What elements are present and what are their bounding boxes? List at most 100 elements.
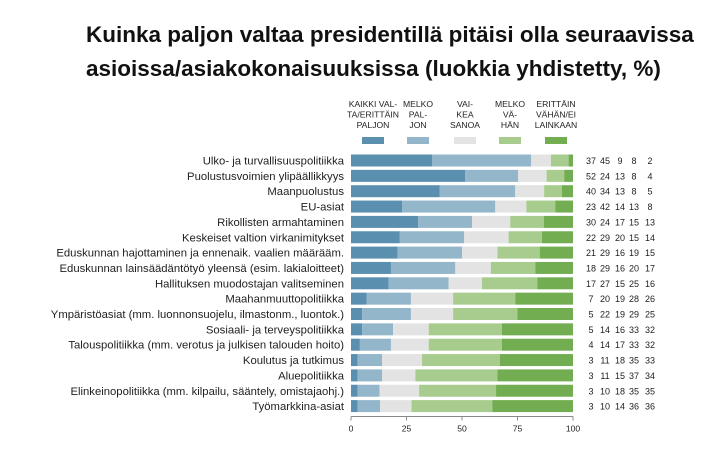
value-label-11-5: 25 [645, 310, 655, 320]
value-label-13-3: 17 [615, 340, 625, 350]
value-label-11-2: 22 [600, 310, 610, 320]
value-label-17-1: 3 [588, 402, 593, 412]
legend-label-1-line-2: TA/ERITTÄIN [347, 110, 399, 120]
bar-segment-2-5 [564, 169, 573, 182]
bar-segment-10-2 [366, 292, 411, 305]
value-label-8-5: 17 [645, 263, 655, 273]
bar-segment-5-1 [351, 215, 419, 228]
bar-segment-16-1 [351, 384, 358, 397]
legend-label-2-line-2: PAL- [409, 110, 428, 120]
bar-segment-11-2 [362, 308, 411, 320]
value-label-15-5: 34 [645, 371, 655, 381]
bar-segment-3-1 [351, 185, 440, 198]
category-label-6: Keskeiset valtion virkanimitykset [182, 232, 345, 244]
value-label-14-4: 35 [629, 356, 639, 366]
value-label-8-3: 16 [615, 263, 625, 273]
value-label-1-4: 8 [631, 156, 636, 166]
bar-segment-11-1 [351, 308, 363, 320]
value-label-13-5: 32 [645, 340, 655, 350]
category-label-5: Rikollisten armahtaminen [217, 217, 344, 229]
bar-segment-15-1 [351, 369, 358, 382]
value-label-3-1: 40 [586, 187, 596, 197]
value-label-13-1: 4 [588, 340, 593, 350]
legend-label-5-line-3: LAINKAAN [535, 120, 578, 130]
category-label-4: EU-asiat [301, 202, 345, 214]
value-label-17-2: 10 [600, 402, 610, 412]
value-label-16-5: 35 [645, 386, 655, 396]
value-label-11-1: 5 [588, 310, 593, 320]
bar-segment-7-3 [462, 246, 498, 259]
bar-segment-17-5 [492, 400, 573, 413]
value-label-8-2: 29 [600, 263, 610, 273]
legend-swatch-3 [454, 137, 476, 144]
bar-segment-6-4 [508, 231, 542, 244]
bar-segment-3-4 [544, 185, 562, 198]
bar-segment-15-2 [357, 369, 383, 382]
bar-segment-17-2 [357, 400, 381, 413]
bar-segment-14-5 [499, 354, 573, 367]
value-label-4-1: 23 [586, 202, 596, 212]
bar-segment-7-5 [539, 246, 573, 259]
category-label-13: Talouspolitiikka (mm. verotus ja julkise… [68, 340, 344, 352]
legend-label-2-line-1: MELKO [403, 99, 433, 109]
chart-title: Kuinka paljon valtaa presidentillä pitäi… [86, 18, 706, 86]
value-label-17-4: 36 [629, 402, 639, 412]
value-label-7-5: 15 [645, 248, 655, 258]
legend-swatch-5 [545, 137, 567, 144]
bar-segment-7-1 [351, 246, 398, 259]
value-label-16-2: 10 [600, 386, 610, 396]
value-label-7-2: 29 [600, 248, 610, 258]
category-label-15: Aluepolitiikka [278, 370, 345, 382]
bar-segment-10-3 [410, 292, 454, 305]
value-label-2-1: 52 [586, 171, 596, 181]
bar-segment-1-5 [568, 154, 573, 167]
value-label-7-3: 16 [615, 248, 625, 258]
legend-label-4-line-2: VÄ- [503, 110, 517, 120]
bar-segment-3-2 [439, 185, 516, 198]
bar-segment-17-3 [380, 400, 412, 413]
value-label-10-2: 20 [600, 294, 610, 304]
bar-segment-5-5 [543, 215, 573, 228]
legend-swatch-4 [499, 137, 521, 144]
bar-segment-8-3 [455, 261, 491, 274]
value-label-14-3: 18 [615, 356, 625, 366]
bar-segment-1-4 [551, 154, 569, 167]
bar-segment-14-2 [357, 354, 383, 367]
category-label-11: Ympäristöasiat (mm. luonnonsuojelu, ilma… [51, 309, 344, 321]
bar-segment-3-5 [561, 185, 573, 198]
value-label-4-4: 13 [629, 202, 639, 212]
bar-segment-16-5 [496, 384, 573, 397]
category-label-8: Eduskunnan lainsäädäntötyö yleensä (esim… [60, 263, 345, 275]
value-label-9-5: 16 [645, 279, 655, 289]
bar-segment-16-4 [419, 384, 497, 397]
category-label-2: Puolustusvoimien ylipäällikkyys [187, 171, 344, 183]
value-label-8-4: 20 [629, 263, 639, 273]
category-label-10: Maahanmuuttopolitiikka [225, 294, 344, 306]
bar-segment-12-4 [428, 323, 502, 336]
x-tick-label-2: 25 [402, 423, 412, 433]
legend-label-4-line-3: HÄN [501, 120, 519, 130]
bar-segment-10-4 [453, 292, 516, 305]
bar-segment-9-5 [537, 277, 573, 290]
bar-segment-4-1 [351, 200, 403, 213]
bar-segment-10-5 [515, 292, 573, 305]
category-label-17: Työmarkkina-asiat [252, 401, 345, 413]
bar-segment-2-1 [351, 169, 466, 182]
bar-segment-9-4 [481, 277, 538, 290]
value-label-4-2: 42 [600, 202, 610, 212]
value-label-2-4: 8 [631, 171, 636, 181]
value-label-4-3: 14 [615, 202, 625, 212]
value-label-9-4: 25 [629, 279, 639, 289]
bar-segment-1-2 [432, 154, 532, 167]
value-label-12-4: 33 [629, 325, 639, 335]
legend-swatch-1 [362, 137, 384, 144]
x-tick-label-4: 75 [513, 423, 523, 433]
value-label-15-2: 11 [600, 371, 609, 381]
category-label-16: Elinkeinopolitiikka (mm. kilpailu, säänt… [70, 386, 344, 398]
bar-segment-4-2 [402, 200, 496, 213]
value-label-5-3: 17 [615, 217, 625, 227]
category-label-3: Maanpuolustus [267, 186, 344, 198]
value-label-6-1: 22 [586, 233, 596, 243]
bar-segment-13-2 [359, 338, 391, 351]
